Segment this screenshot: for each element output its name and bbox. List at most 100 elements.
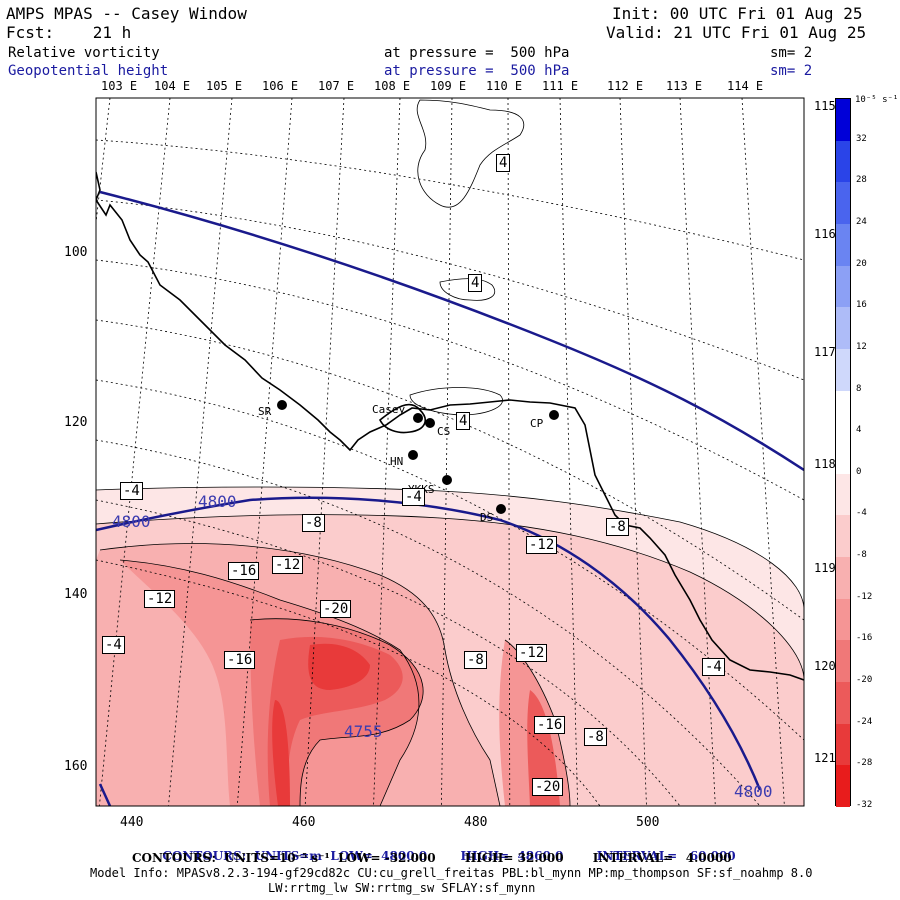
vort-label: -8 [584,728,607,746]
init-time: Init: 00 UTC Fri 01 Aug 25 [612,4,863,23]
graticule [96,98,804,806]
colorbar-level: -12 [856,591,873,602]
colorbar-unit: 10⁻⁵ s⁻¹ [855,95,899,105]
vort-label: -4 [702,658,725,676]
footer-low: LOW= 4800.0 [330,849,428,863]
vort-label: -12 [272,556,304,574]
lon-tick: 114 E [727,79,764,93]
colorbar-level: 12 [856,341,867,352]
colorbar-level: 8 [856,383,862,394]
y-tick: 120 [64,415,88,430]
vort-label: -4 [402,488,425,506]
lon-tick: 109 E [430,79,467,93]
vort-label: -12 [144,590,176,608]
colorbar-segment [836,140,850,183]
lon-tick: 108 E [374,79,411,93]
station-hn: HN [390,455,404,468]
footer-height-contours: CONTOURS: UNITS=m LOW= 4800.0 HIGH= 4860… [154,838,736,863]
vort-label: -12 [526,536,558,554]
colorbar-level: 24 [856,216,867,227]
colorbar-segment [836,348,850,392]
vort-label: -16 [534,716,566,734]
colorbar-segment [836,723,850,766]
colorbar-level: -32 [856,800,873,810]
vort-label: -4 [102,636,125,654]
lon-tick: 105 E [206,79,243,93]
x-tick: 440 [120,815,144,830]
x-tick: 500 [636,815,660,830]
colorbar-segment [836,307,850,350]
colorbar-level: -24 [856,716,873,727]
colorbar-segment [836,557,850,600]
field2-name: Geopotential height [8,63,169,79]
height-label: 4800 [198,492,237,511]
colorbar-level: 4 [856,425,862,436]
vort-label: 4 [456,412,471,430]
vort-label: -20 [320,600,352,618]
field1-pressure: at pressure = 500 hPa [384,45,570,61]
colorbar-segment [836,682,850,725]
station-casey: Casey [372,403,406,416]
colorbar-level: 32 [856,133,867,144]
shade-minus28 [308,643,370,690]
colorbar-segment [836,765,850,808]
vort-label: -20 [532,778,564,796]
vort-label: -8 [606,518,629,536]
height-label: 4800 [734,782,773,801]
colorbar-segment [836,265,850,308]
y-tick: 160 [64,759,88,774]
vort-label: -16 [224,651,256,669]
station-ds: DS [480,511,494,524]
vort-label: -8 [464,651,487,669]
coastline [96,171,804,681]
height-label: 4755 [344,722,383,741]
vort-label: -16 [228,562,260,580]
colorbar-level: 20 [856,258,867,269]
footer-label: CONTOURS: [162,849,247,863]
station-cs: CS [437,425,451,438]
vorticity-contours [96,99,804,806]
lon-tick: 113 E [666,79,703,93]
colorbar-segment [836,390,850,433]
colorbar-segment [836,223,850,267]
vort-label: -12 [516,644,548,662]
colorbar-level: 28 [856,175,867,186]
lon-tick: 107 E [318,79,355,93]
lon-tick: 106 E [262,79,299,93]
colorbar-segment [836,473,850,516]
colorbar-segment [836,99,850,142]
footer-interval: INTERVAL= 60.000 [596,849,736,863]
field1-smooth: sm= 2 [770,45,813,61]
map-title: AMPS MPAS -- Casey Window [6,4,247,23]
vort-label: 4 [468,274,483,292]
colorbar-segment [836,598,850,641]
colorbar [835,98,851,808]
vort-label: 4 [496,154,511,172]
field2-smooth: sm= 2 [770,63,813,79]
height-contours [96,190,804,806]
x-tick: 460 [292,815,316,830]
colorbar-segment [836,432,850,475]
footer-units: UNITS=m [254,849,323,863]
colorbar-level: -4 [856,508,867,519]
forecast-hour: Fcst: 21 h [6,23,132,42]
shade-minus28-b [272,700,290,806]
shade-minus24 [267,636,403,806]
field1-name: Relative vorticity [8,45,160,61]
valid-time: Valid: 21 UTC Fri 01 Aug 25 [606,23,867,42]
y-tick: 140 [64,587,88,602]
vort-label: -8 [302,514,325,532]
footer-model-info: Model Info: MPASv8.2.3-194-gf29cd82c CU:… [90,866,813,880]
lon-tick: 111 E [542,79,579,93]
colorbar-level: -16 [856,633,873,644]
footer-vorticity-contours: CONTOURS: UNITS=10⁻⁵ s⁻¹ LOW= -32.000 HI… [132,851,732,865]
vort-label: -4 [120,482,143,500]
lon-tick: 112 E [607,79,644,93]
lon-tick: 103 E [101,79,138,93]
x-tick: 480 [464,815,488,830]
field2-pressure: at pressure = 500 hPa [384,63,570,79]
vorticity-shading [96,487,804,806]
lon-tick: 104 E [154,79,191,93]
footer-high: HIGH= 4860.0 [460,849,564,863]
